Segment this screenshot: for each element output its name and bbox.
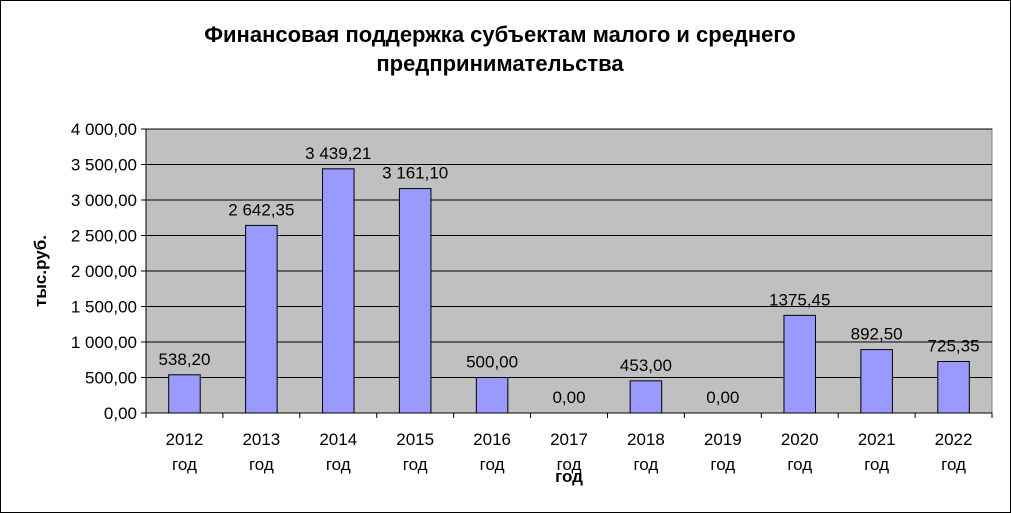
y-tick-label: 2 000,00 — [71, 262, 137, 281]
x-tick-label: год — [480, 455, 505, 474]
bars — [168, 168, 970, 414]
x-tick-label: год — [864, 455, 889, 474]
data-label: 1375,45 — [769, 290, 830, 309]
x-tick-label: 2021 — [858, 430, 896, 449]
y-tick-label: 1 500,00 — [71, 298, 137, 317]
y-tick-label: 500,00 — [85, 369, 137, 388]
x-tick-label: год — [787, 455, 812, 474]
x-tick-label: 2015 — [396, 430, 434, 449]
x-tick-label: год — [403, 455, 428, 474]
x-tick-label: год — [326, 455, 351, 474]
data-label: 725,35 — [928, 337, 980, 356]
x-tick-label: год — [633, 455, 658, 474]
data-label: 3 439,21 — [305, 144, 371, 163]
x-tick-label: год — [941, 455, 966, 474]
x-tick-label: 2012 — [166, 430, 204, 449]
x-tick-label: год — [710, 455, 735, 474]
bar — [860, 349, 893, 414]
data-label: 892,50 — [851, 325, 903, 344]
bar — [168, 374, 201, 414]
y-tick-label: 3 000,00 — [71, 191, 137, 210]
gridlines — [146, 128, 992, 378]
x-tick-label: год — [249, 455, 274, 474]
bar — [322, 168, 355, 414]
bar — [398, 188, 432, 414]
x-tick-label: 2014 — [319, 430, 357, 449]
data-label: 3 161,10 — [382, 164, 448, 183]
bar — [245, 224, 278, 414]
x-tick-label: год — [557, 455, 582, 474]
data-label: 0,00 — [552, 388, 585, 407]
y-tick-label: 1 000,00 — [71, 333, 137, 352]
y-axis-label: тыс.руб. — [31, 235, 50, 307]
data-label: 0,00 — [706, 388, 739, 407]
chart-title: Финансовая поддержка субъектам малого и … — [204, 22, 796, 76]
x-tick-label: 2022 — [935, 430, 973, 449]
data-labels: 538,20 2 642,35 3 439,21 3 161,10 500,00 0,00… — [158, 144, 979, 407]
bar — [475, 377, 509, 414]
y-axis-ticks: 0,00 500,00 1 000,00 1 500,00 2 000,00 2 500,… — [71, 120, 146, 423]
x-axis-ticks: 2012 год 2013 год 2014 год 2015 год 2016 год 2017 г… — [145, 413, 993, 474]
bar — [783, 314, 816, 414]
data-label: 453,00 — [620, 356, 672, 375]
x-tick-label: 2013 — [242, 430, 280, 449]
data-label: 538,20 — [158, 350, 210, 369]
y-tick-label: 0,00 — [104, 404, 137, 423]
x-axis-label: год — [555, 467, 583, 486]
y-tick-label: 2 500,00 — [71, 227, 137, 246]
y-tick-label: 3 500,00 — [71, 156, 137, 175]
x-tick-label: 2019 — [704, 430, 742, 449]
x-tick-label: 2020 — [781, 430, 819, 449]
x-tick-label: год — [172, 455, 197, 474]
data-label: 2 642,35 — [228, 200, 294, 219]
bar — [937, 361, 970, 414]
y-tick-label: 4 000,00 — [71, 120, 137, 139]
x-tick-label: 2018 — [627, 430, 665, 449]
bar — [629, 380, 663, 414]
x-tick-label: 2017 — [550, 430, 588, 449]
data-label: 500,00 — [466, 353, 518, 372]
x-tick-label: 2016 — [473, 430, 511, 449]
